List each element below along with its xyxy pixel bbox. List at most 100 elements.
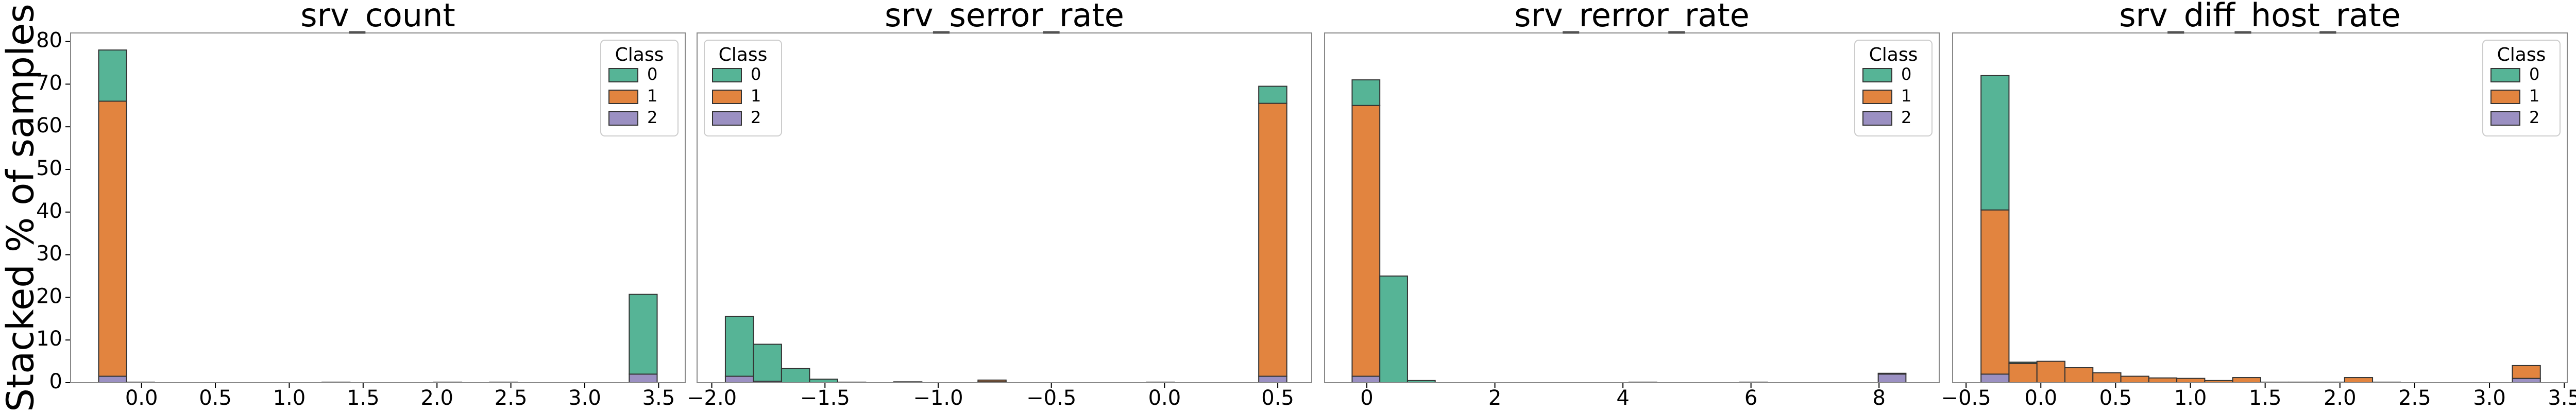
bar-segment — [977, 380, 1007, 383]
x-tick-label: 1.0 — [2174, 386, 2207, 410]
x-tick-label: 8 — [1872, 386, 1885, 410]
bar-segment — [1258, 102, 1287, 377]
x-tick-label: 3.5 — [2548, 386, 2576, 410]
bar-segment — [781, 368, 810, 383]
legend-label: 1 — [647, 86, 657, 106]
plot-frame — [697, 32, 1312, 383]
legend-swatch — [2490, 111, 2520, 126]
x-tick-label: 0.5 — [2099, 386, 2132, 410]
x-tick-label: −1.0 — [913, 386, 963, 410]
bar-segment — [1980, 209, 2010, 375]
panel-title: srv_rerror_rate — [1514, 0, 1750, 34]
bar-segment — [98, 375, 127, 384]
bar-segment — [2064, 367, 2094, 384]
x-tick-label: 1.0 — [273, 386, 306, 410]
bar-segment — [1258, 85, 1287, 104]
x-tick-label: 1.5 — [2249, 386, 2282, 410]
legend-label: 1 — [2529, 86, 2539, 106]
bar-segment — [1379, 275, 1408, 383]
x-tick-label: 2 — [1488, 386, 1501, 410]
bar-segment — [724, 375, 754, 384]
legend-label: 2 — [647, 108, 657, 127]
legend-swatch — [2490, 90, 2520, 104]
x-tick-label: 0.5 — [199, 386, 232, 410]
bar-segment — [629, 373, 658, 384]
legend-title: Class — [2497, 44, 2546, 65]
bar-segment — [2232, 377, 2261, 384]
y-tick-label: 60 — [36, 114, 62, 138]
bar-segment — [1877, 373, 1907, 384]
bar-segment — [1877, 372, 1907, 375]
x-tick-label: 0.0 — [2024, 386, 2057, 410]
bar-segment — [2008, 363, 2038, 383]
legend-label: 0 — [647, 64, 657, 84]
legend-label: 2 — [1901, 108, 1911, 127]
legend-swatch — [608, 90, 638, 104]
x-tick-label: 0.0 — [1148, 386, 1181, 410]
legend-swatch — [1862, 111, 1892, 126]
bar-segment — [2344, 377, 2374, 384]
legend-label: 2 — [751, 108, 761, 127]
bar-segment — [2092, 372, 2122, 384]
x-tick-label: 3.5 — [642, 386, 675, 410]
panel: srv_serror_rate −2.0 −1.5 −1.0 −0.5 0.0 0.5 Cla… — [687, 0, 1312, 410]
plot-frame — [70, 32, 686, 383]
legend-label: 1 — [751, 86, 761, 106]
bar-segment — [753, 344, 782, 382]
bar-segment — [1351, 105, 1381, 377]
bar-segment — [98, 100, 127, 377]
legend-label: 2 — [2529, 108, 2539, 127]
legend-swatch — [712, 68, 742, 82]
x-tick-label: 2.5 — [495, 386, 528, 410]
x-tick-label: −0.5 — [1941, 386, 1991, 410]
legend-swatch — [712, 90, 742, 104]
bar-segment — [2512, 377, 2541, 383]
legend-title: Class — [615, 44, 664, 65]
y-axis-label: Stacked % of samples — [0, 4, 42, 412]
bar-segment — [2176, 377, 2206, 383]
panel-title: srv_serror_rate — [885, 0, 1124, 34]
panel: srv_diff_host_rate −0.5 0.0 0.5 1.0 1.5 2.0 2.5… — [1941, 0, 2576, 410]
bar-segment — [2512, 365, 2541, 379]
x-tick-label: 0.0 — [125, 386, 158, 410]
x-tick-label: 2.0 — [2324, 386, 2357, 410]
plot-frame — [1324, 32, 1940, 383]
y-tick-label: 10 — [36, 327, 62, 351]
y-tick-label: 70 — [36, 71, 62, 95]
x-tick-label: 4 — [1616, 386, 1629, 410]
legend-title: Class — [719, 44, 768, 65]
legend-swatch — [608, 111, 638, 126]
legend-swatch — [608, 68, 638, 82]
legend-label: 0 — [751, 64, 761, 84]
legend-swatch — [2490, 68, 2520, 82]
bar-segment — [98, 49, 127, 102]
y-tick-label: 80 — [36, 29, 62, 53]
bar-segment — [1980, 373, 2010, 384]
legend-title: Class — [1869, 44, 1918, 65]
bar-segment — [2036, 360, 2065, 383]
x-tick-label: 3.0 — [2473, 386, 2506, 410]
legend-swatch — [712, 111, 742, 126]
bar-segment — [2120, 375, 2149, 384]
x-tick-label: 0.5 — [1261, 386, 1294, 410]
x-tick-label: 2.5 — [2398, 386, 2431, 410]
bar-segment — [629, 294, 658, 375]
y-tick-label: 30 — [36, 242, 62, 266]
bar-segment — [2148, 377, 2178, 384]
y-tick-label: 0 — [49, 370, 62, 393]
bar-segment — [724, 316, 754, 377]
bar-segment — [1351, 79, 1381, 106]
x-tick-label: 0 — [1360, 386, 1373, 410]
x-tick-label: −2.0 — [687, 386, 737, 410]
bar-segment — [2008, 362, 2038, 364]
legend-label: 0 — [2529, 64, 2539, 84]
y-tick-label: 50 — [36, 157, 62, 180]
plot-frame — [1952, 32, 2568, 383]
x-tick-label: 6 — [1744, 386, 1757, 410]
